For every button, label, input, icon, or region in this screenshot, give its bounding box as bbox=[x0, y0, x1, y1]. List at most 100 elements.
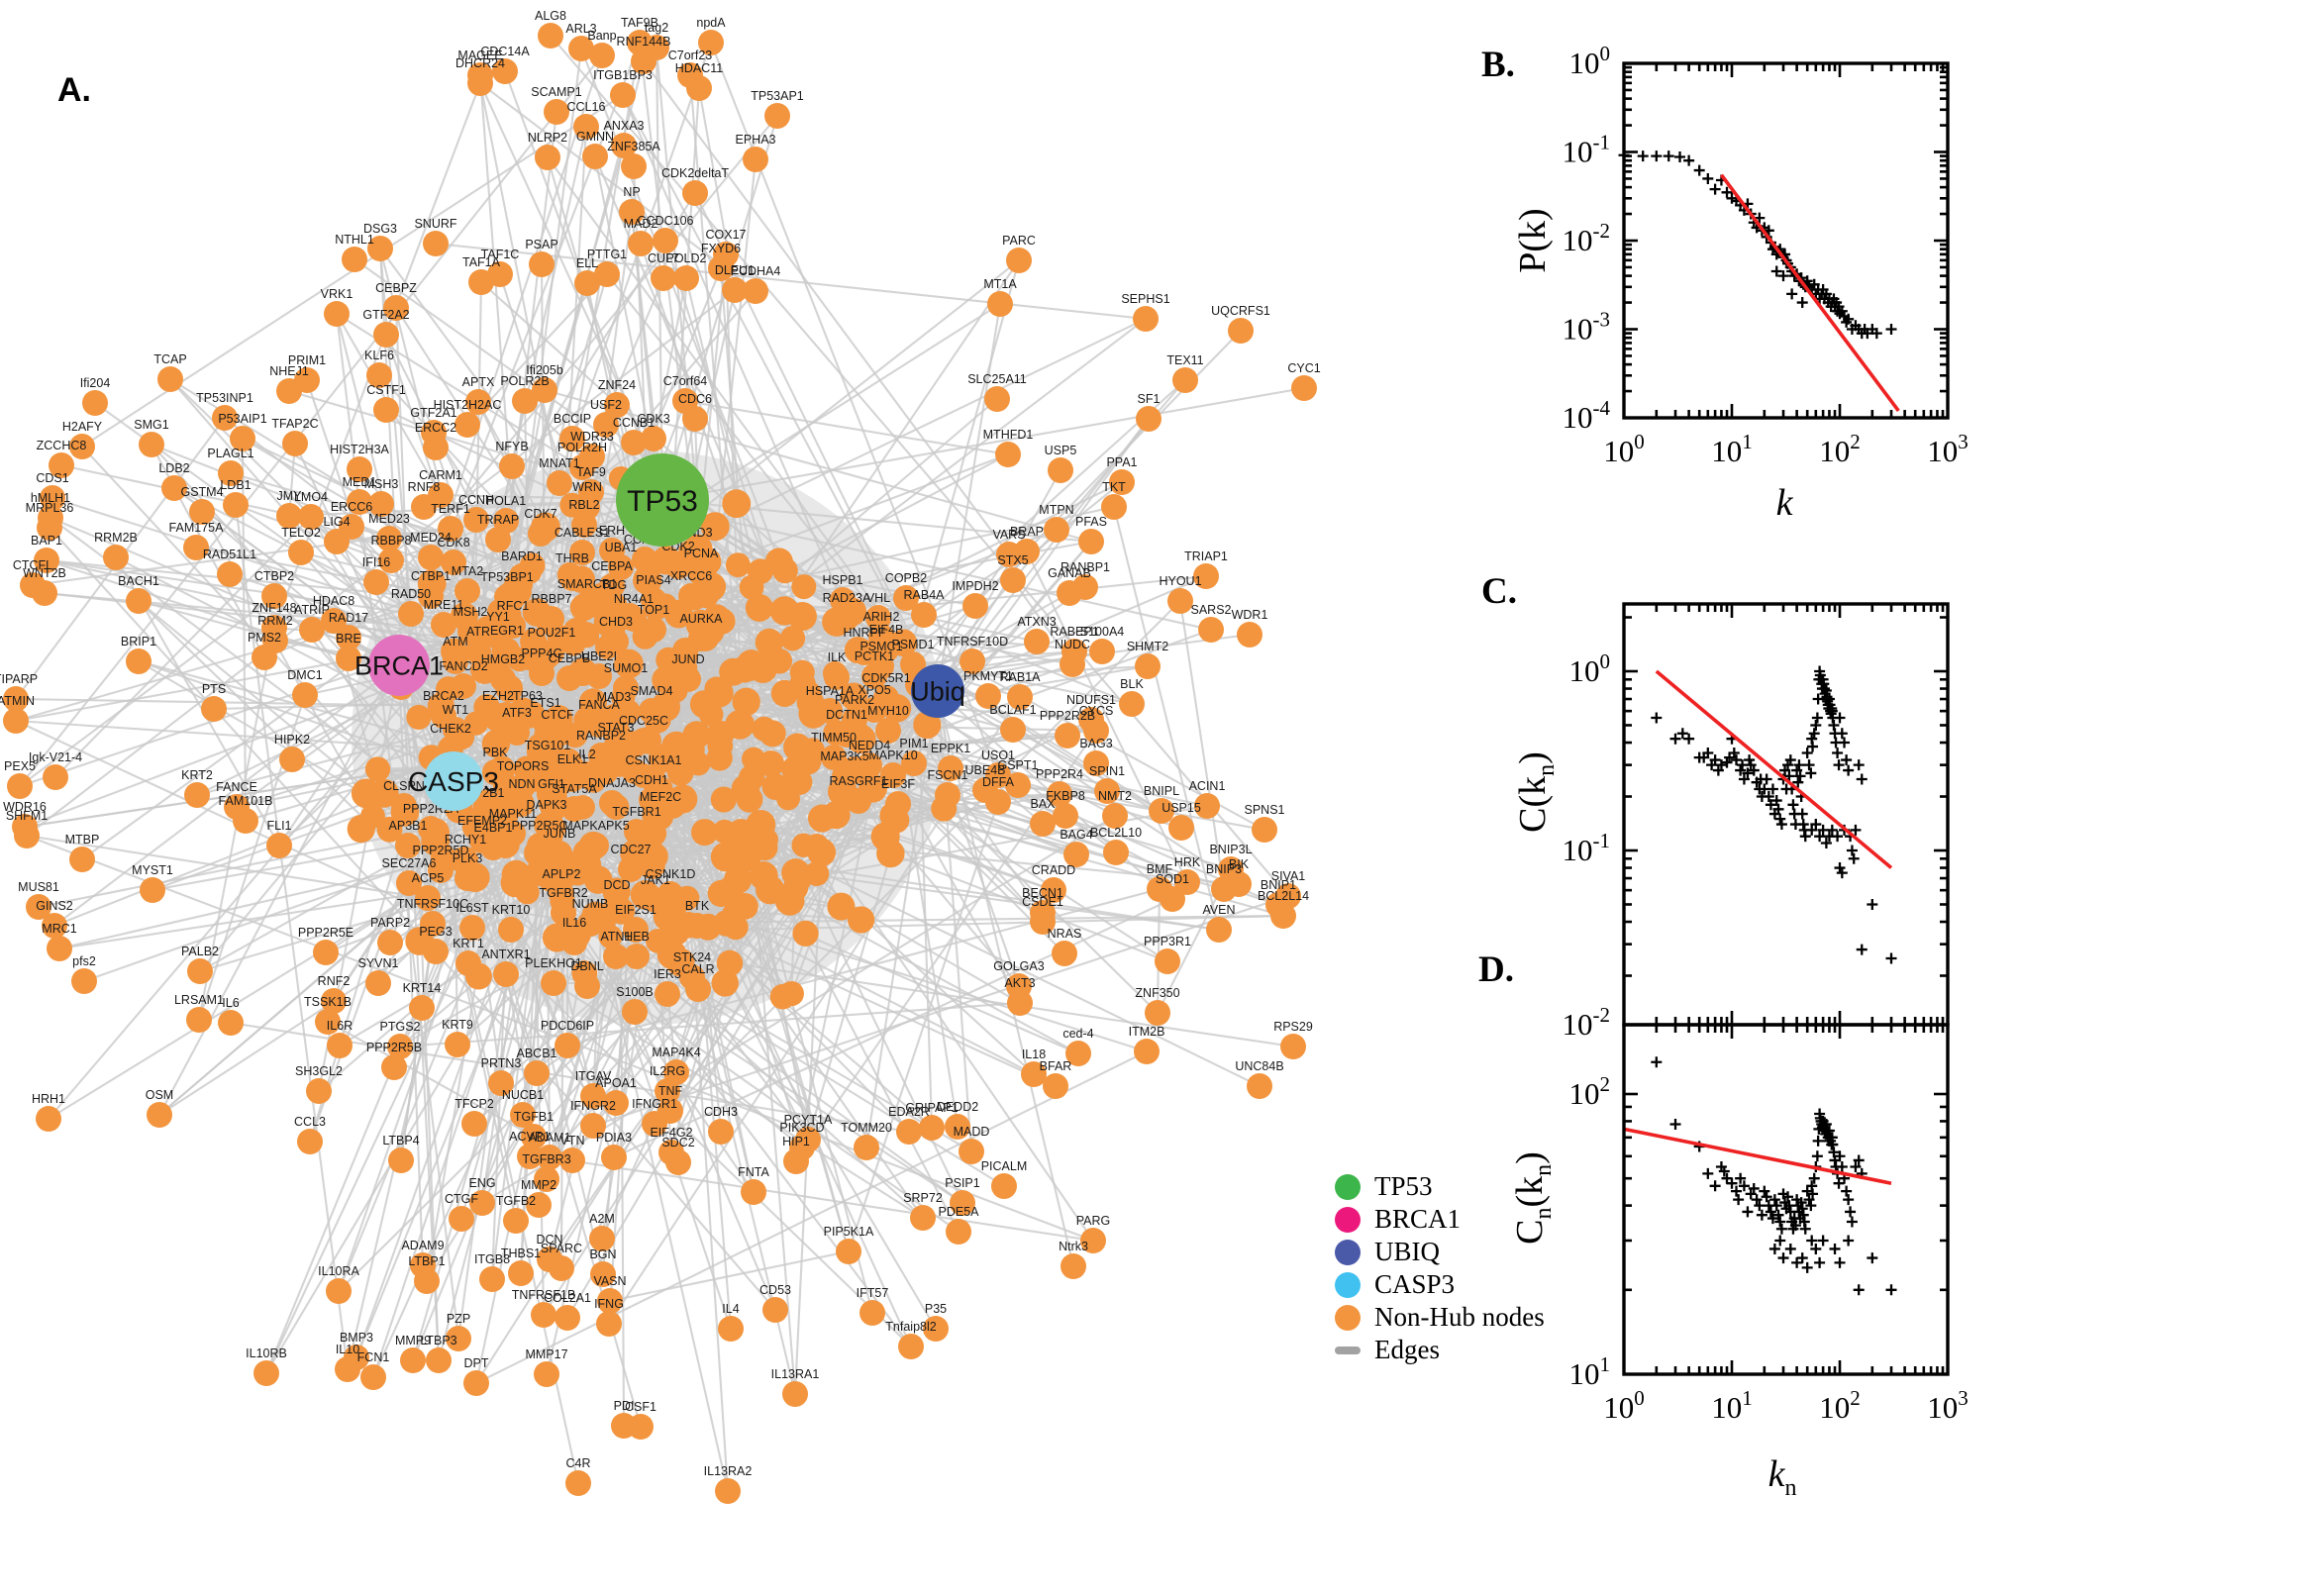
gene-label: PMS2 bbox=[248, 631, 281, 645]
data-point bbox=[1839, 737, 1851, 748]
y-tick-label: 10-1 bbox=[1563, 829, 1611, 867]
gene-label: JAK1 bbox=[641, 873, 670, 887]
network-node bbox=[589, 1226, 615, 1251]
gene-label: IFI16 bbox=[362, 555, 391, 569]
network-node bbox=[604, 892, 630, 918]
data-point bbox=[1715, 759, 1727, 771]
gene-label: SUMO1 bbox=[604, 661, 649, 675]
network-node bbox=[624, 944, 650, 969]
network-node bbox=[42, 913, 67, 939]
data-point bbox=[1782, 1191, 1794, 1203]
gene-label: MSH3 bbox=[364, 477, 399, 491]
network-node bbox=[147, 1102, 172, 1128]
gene-label: POLR2H bbox=[557, 441, 607, 454]
network-node bbox=[840, 682, 868, 711]
network-node bbox=[846, 788, 871, 814]
network-node bbox=[678, 583, 704, 609]
gene-label: SEPHS1 bbox=[1121, 292, 1169, 306]
network-node bbox=[509, 791, 535, 817]
network-node bbox=[26, 894, 51, 920]
network-node bbox=[598, 924, 623, 949]
network-node bbox=[503, 1208, 529, 1234]
gene-label: GFI1 bbox=[538, 777, 565, 791]
data-point bbox=[1651, 712, 1663, 724]
network-node bbox=[781, 858, 811, 888]
network-node bbox=[539, 791, 564, 817]
gene-label: HDAC11 bbox=[675, 61, 723, 75]
network-node bbox=[876, 839, 905, 868]
network-node bbox=[834, 722, 859, 748]
network-node bbox=[388, 1147, 414, 1173]
data-point bbox=[1843, 1235, 1855, 1247]
gene-label: USO1 bbox=[981, 748, 1015, 762]
network-node bbox=[504, 720, 530, 746]
network-nodes bbox=[3, 23, 1317, 1504]
gene-label: APTX bbox=[462, 375, 495, 389]
gene-label: TGFBR2 bbox=[539, 886, 587, 900]
gene-label: PFAS bbox=[1075, 515, 1107, 529]
network-node bbox=[742, 747, 766, 771]
gene-label: CEBPZ bbox=[375, 281, 417, 295]
data-point bbox=[1669, 1119, 1681, 1131]
gene-label: AKT3 bbox=[1004, 976, 1035, 990]
gene-label: RBBP8 bbox=[371, 534, 412, 548]
network-node bbox=[321, 608, 347, 634]
gene-label: FKBP8 bbox=[1046, 789, 1085, 803]
gene-label: RASGRF1 bbox=[829, 774, 887, 788]
network-node bbox=[282, 431, 308, 456]
hub-tp53-label: TP53 bbox=[627, 485, 698, 518]
network-node bbox=[682, 406, 708, 432]
gene-label: HYOU1 bbox=[1159, 574, 1201, 588]
network-node bbox=[534, 1166, 559, 1192]
data-point bbox=[1683, 733, 1695, 745]
network-node bbox=[898, 1334, 924, 1359]
network-node bbox=[919, 1115, 945, 1141]
gene-label: SPARC bbox=[541, 1242, 582, 1255]
network-node bbox=[885, 791, 911, 817]
network-node bbox=[445, 1032, 470, 1057]
data-point bbox=[1702, 1167, 1714, 1179]
gene-label: USP5 bbox=[1045, 444, 1077, 457]
data-point bbox=[1709, 754, 1721, 766]
network-node bbox=[347, 815, 375, 844]
network-node bbox=[1000, 717, 1026, 743]
gene-label: PDE5A bbox=[939, 1205, 980, 1219]
gene-label: DNAJA3 bbox=[588, 776, 636, 790]
gene-label: VTN bbox=[560, 1134, 585, 1147]
network-node bbox=[326, 1278, 352, 1304]
network-node bbox=[804, 860, 830, 887]
network-node bbox=[648, 804, 673, 830]
data-point bbox=[1856, 773, 1868, 785]
network-node bbox=[641, 426, 666, 451]
network-node bbox=[488, 1070, 514, 1096]
data-point bbox=[1721, 186, 1733, 198]
network-node bbox=[364, 756, 391, 782]
network-node bbox=[857, 752, 882, 778]
gene-label: MUS81 bbox=[18, 880, 59, 894]
network-node bbox=[571, 512, 597, 538]
network-node bbox=[383, 295, 409, 321]
plot-panel-C: 100 10-1 10-2 bbox=[1563, 602, 1950, 1042]
network-node bbox=[549, 881, 574, 907]
gene-label: HDAC8 bbox=[313, 594, 354, 608]
network-node bbox=[493, 961, 519, 987]
gene-label: BNIP1 bbox=[1261, 878, 1296, 892]
network-node bbox=[711, 969, 739, 997]
gene-label: FXYD6 bbox=[701, 242, 741, 255]
gene-label: POU2F1 bbox=[528, 626, 576, 640]
gene-label: PBK bbox=[482, 746, 508, 759]
y-tick-label: 102 bbox=[1569, 1072, 1611, 1111]
network-node bbox=[400, 1347, 426, 1373]
gene-label: FANCD2 bbox=[439, 659, 487, 673]
gene-label: BAG3 bbox=[1079, 737, 1112, 750]
network-node bbox=[684, 913, 710, 939]
network-node bbox=[593, 412, 619, 438]
network-node bbox=[559, 426, 585, 451]
network-node bbox=[454, 412, 480, 438]
network-node bbox=[1048, 457, 1073, 483]
gene-label: CTGF bbox=[445, 1192, 478, 1206]
network-node bbox=[641, 587, 666, 613]
gene-label: NDN bbox=[508, 777, 535, 791]
data-point bbox=[1834, 1256, 1846, 1268]
y-tick-label: 10-1 bbox=[1563, 131, 1611, 169]
